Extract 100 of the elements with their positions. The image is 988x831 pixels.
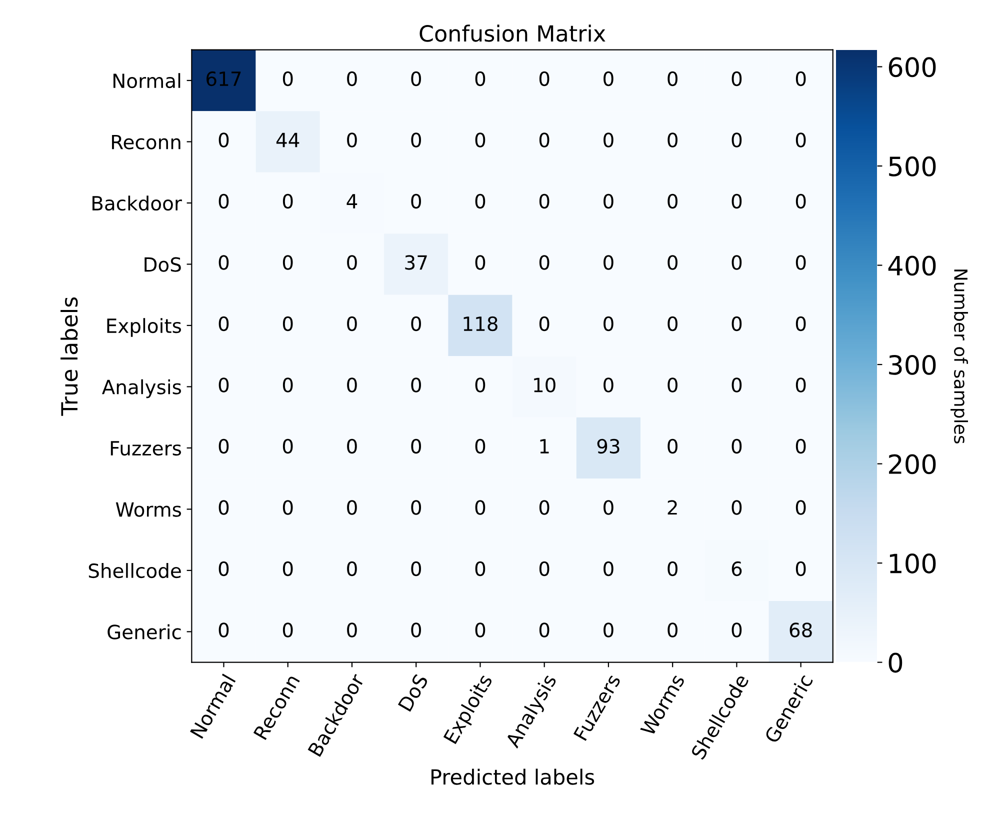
- data-label: 0: [282, 255, 293, 270]
- data-label: 0: [668, 561, 678, 576]
- data-label: 0: [218, 255, 229, 270]
- data-label: 0: [539, 622, 550, 638]
- data-label: 0: [475, 132, 486, 148]
- data-label: 0: [732, 438, 742, 454]
- data-label: 0: [604, 71, 614, 86]
- data-label: 0: [732, 255, 742, 270]
- data-label: 0: [411, 71, 421, 86]
- data-label: 0: [282, 438, 293, 454]
- data-label: 0: [218, 378, 229, 392]
- data-label: 0: [347, 500, 357, 515]
- data-label: 0: [796, 132, 806, 148]
- data-label: 44: [276, 132, 300, 148]
- data-label: 118: [464, 316, 498, 332]
- data-label: 0: [668, 378, 678, 392]
- data-label: 0: [668, 316, 678, 332]
- data-label: 0: [282, 500, 293, 515]
- data-label: 617: [206, 71, 241, 86]
- data-label: 0: [282, 622, 293, 638]
- data-label: 0: [282, 378, 293, 392]
- data-label: 0: [218, 561, 229, 576]
- data-label: 2: [668, 500, 677, 515]
- color-bar-label: 100: [890, 553, 936, 574]
- data-label: 93: [597, 438, 620, 454]
- data-label: 0: [539, 500, 550, 515]
- data-label: 0: [347, 561, 357, 576]
- data-label: 0: [539, 194, 550, 209]
- data-label: 1: [540, 439, 549, 454]
- chart-title: Confusion Matrix: [420, 24, 606, 42]
- data-label: 0: [539, 316, 550, 332]
- color-bar-label: 0: [888, 652, 902, 673]
- data-label: 0: [411, 438, 421, 454]
- y-axis-title: True labels: [60, 297, 78, 416]
- data-label: 0: [475, 255, 486, 270]
- data-label: 0: [668, 622, 678, 638]
- data-label: 4: [346, 194, 358, 208]
- color-bar-title: Number of samples: [950, 270, 968, 444]
- color-bar-label: 400: [888, 256, 936, 276]
- data-label: 0: [668, 194, 678, 209]
- data-label: 0: [347, 132, 357, 148]
- data-label: 0: [668, 438, 678, 454]
- data-label: 0: [732, 500, 742, 515]
- data-label: 0: [218, 316, 229, 332]
- data-label: 0: [668, 71, 678, 86]
- y-tick-label: Backdoor: [92, 196, 182, 211]
- data-label: 0: [475, 438, 486, 454]
- data-label: 0: [347, 255, 357, 270]
- data-label: 0: [732, 71, 742, 86]
- color-bar-label: 200: [889, 454, 936, 474]
- data-label: 0: [218, 500, 229, 515]
- data-label: 0: [411, 500, 421, 515]
- data-label: 6: [732, 561, 742, 576]
- data-label: 0: [604, 132, 614, 148]
- data-label: 0: [282, 194, 293, 209]
- data-label: 0: [347, 378, 357, 392]
- y-tick-label: Analysis: [102, 379, 182, 398]
- y-tick-label: Normal: [114, 73, 180, 88]
- data-label: 0: [282, 71, 293, 86]
- data-label: 0: [539, 71, 550, 86]
- y-tick-label: Fuzzers: [110, 441, 182, 456]
- data-label: 0: [475, 194, 486, 209]
- data-label: 0: [796, 71, 806, 86]
- data-label: 0: [796, 194, 806, 209]
- data-label: 10: [534, 378, 556, 392]
- data-label: 0: [411, 132, 421, 148]
- data-label: 0: [475, 561, 486, 576]
- data-label: 0: [668, 132, 678, 148]
- data-label: 0: [796, 561, 806, 576]
- data-label: 0: [732, 316, 742, 332]
- data-label: 0: [282, 316, 293, 332]
- color-bar-label: 500: [889, 156, 936, 176]
- data-label: 0: [347, 622, 357, 638]
- data-label: 0: [732, 378, 742, 392]
- x-axis-title: Predicted labels: [431, 768, 594, 785]
- data-label: 0: [796, 500, 806, 515]
- data-label: 0: [411, 194, 421, 209]
- data-label: 0: [604, 194, 614, 209]
- data-label: 0: [796, 378, 806, 392]
- data-label: 37: [405, 255, 427, 270]
- data-label: 0: [411, 316, 421, 332]
- y-tick-label: Exploits: [107, 318, 181, 337]
- data-label: 0: [539, 132, 550, 148]
- color-bar-label: 300: [889, 354, 936, 375]
- data-label: 0: [668, 255, 678, 270]
- data-label: 0: [475, 622, 486, 638]
- data-label: 0: [411, 378, 421, 392]
- y-tick-label: Generic: [108, 624, 181, 640]
- data-label: 0: [732, 194, 742, 209]
- data-label: 0: [796, 255, 806, 270]
- y-tick-label: Reconn: [112, 134, 180, 150]
- data-label: 0: [604, 255, 614, 270]
- data-label: 0: [282, 561, 293, 576]
- data-label: 0: [539, 561, 550, 576]
- data-label: 0: [475, 378, 486, 392]
- data-label: 0: [411, 561, 421, 576]
- data-label: 0: [604, 561, 614, 576]
- y-tick-label: DoS: [144, 257, 181, 272]
- data-label: 0: [539, 255, 550, 270]
- color-bar-label: 600: [888, 57, 936, 78]
